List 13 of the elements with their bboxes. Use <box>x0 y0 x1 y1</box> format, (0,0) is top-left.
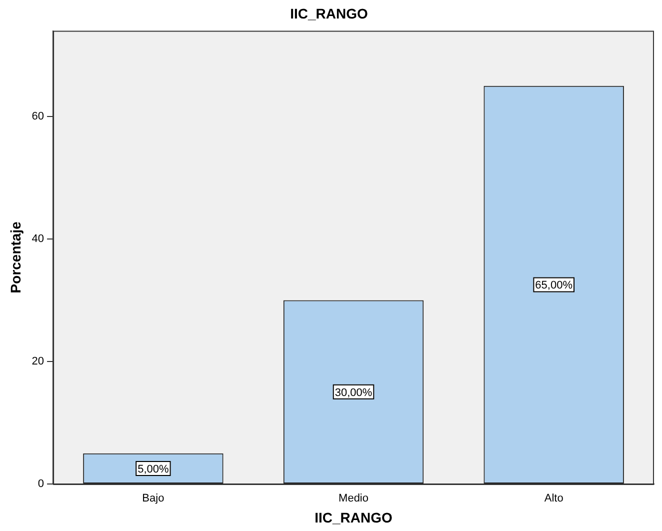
x-tick-label: Medio <box>338 492 368 505</box>
chart-title: IIC_RANGO <box>290 5 368 22</box>
y-axis-title: Porcentaje <box>7 221 24 294</box>
y-tick-label: 60 <box>32 110 44 123</box>
y-tick-label: 20 <box>32 356 44 368</box>
x-tick-label: Bajo <box>142 492 164 505</box>
x-axis-title: IIC_RANGO <box>314 509 393 526</box>
x-tick-label: Alto <box>544 492 564 505</box>
y-tick-label: 40 <box>32 233 44 246</box>
y-tick-label: 0 <box>38 478 44 490</box>
data-label: 5,00% <box>138 463 170 476</box>
data-label: 65,00% <box>535 280 573 292</box>
data-label: 30,00% <box>334 386 372 399</box>
